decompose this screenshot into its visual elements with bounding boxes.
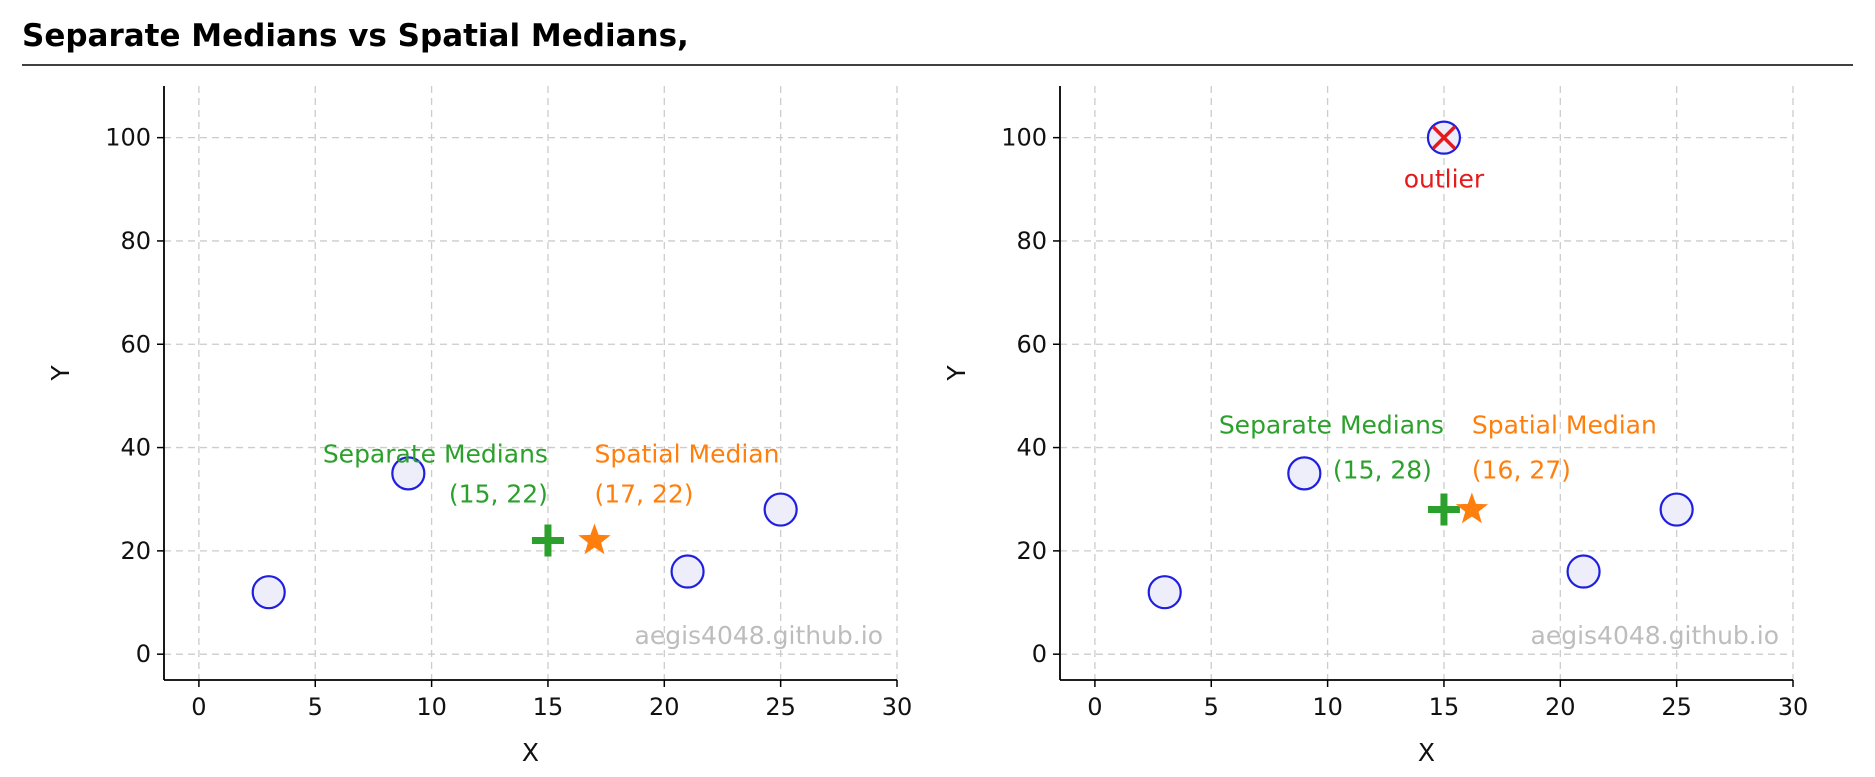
x-tick-label: 0 (191, 693, 206, 721)
data-point (1659, 492, 1694, 527)
x-tick-label: 20 (649, 693, 680, 721)
figure-title: Separate Medians vs Spatial Medians, (22, 18, 689, 54)
outlier-label: outlier (1404, 165, 1485, 194)
y-tick-label: 0 (136, 640, 151, 668)
data-point (1147, 575, 1182, 610)
x-tick-label: 5 (308, 693, 323, 721)
separate-median-coords: (15, 22) (449, 480, 548, 509)
separate-median-label: Separate Medians (323, 440, 548, 469)
x-tick-label: 15 (533, 693, 564, 721)
data-point (251, 575, 286, 610)
outlier-x-marker (1431, 125, 1457, 150)
y-axis-label: Y (46, 365, 75, 382)
y-axis-label: Y (942, 365, 971, 382)
spatial-median-label: Spatial Median (1472, 411, 1657, 440)
watermark-text: aegis4048.github.io (1531, 621, 1779, 650)
y-tick-label: 0 (1032, 640, 1047, 668)
right-chart-panel: 0 5 10 15 20 25 30 0 20 40 60 80 100 X Yaegis4048.gith… (942, 86, 1808, 767)
y-tick-label: 20 (120, 537, 151, 565)
spatial-median-coords: (16, 27) (1472, 456, 1571, 485)
x-tick-label: 15 (1429, 693, 1460, 721)
watermark-text: aegis4048.github.io (635, 621, 883, 650)
separate-median-marker (1427, 493, 1460, 526)
x-tick-label: 0 (1087, 693, 1102, 721)
x-tick-label: 30 (882, 693, 913, 721)
data-point (1566, 554, 1601, 589)
spatial-median-marker (1455, 492, 1489, 524)
x-tick-label: 10 (416, 693, 447, 721)
y-tick-label: 40 (120, 434, 151, 462)
spatial-median-marker (578, 523, 611, 555)
x-tick-label: 30 (1778, 693, 1809, 721)
y-tick-label: 80 (1016, 227, 1047, 255)
x-axis-label: X (1418, 738, 1435, 767)
y-tick-label: 100 (105, 124, 151, 152)
separate-median-coords: (15, 28) (1333, 456, 1432, 485)
spatial-median-coords: (17, 22) (594, 480, 693, 509)
separate-median-label: Separate Medians (1219, 411, 1444, 440)
x-tick-label: 10 (1312, 693, 1343, 721)
y-tick-label: 100 (1001, 124, 1047, 152)
data-point (391, 456, 426, 491)
separate-median-marker (531, 524, 564, 557)
x-tick-label: 25 (1661, 693, 1692, 721)
x-tick-label: 5 (1204, 693, 1219, 721)
left-chart-panel: 0 5 10 15 20 25 30 0 20 40 60 80 100 X Yaegis4048.gith… (46, 86, 912, 767)
data-point (1287, 456, 1322, 491)
y-tick-label: 60 (120, 330, 151, 358)
y-tick-label: 60 (1016, 330, 1047, 358)
data-point (670, 554, 705, 589)
y-tick-label: 40 (1016, 434, 1047, 462)
spatial-median-label: Spatial Median (594, 440, 779, 469)
y-tick-label: 20 (1016, 537, 1047, 565)
x-tick-label: 20 (1545, 693, 1576, 721)
x-axis-label: X (522, 738, 539, 767)
y-tick-label: 80 (120, 227, 151, 255)
data-point (763, 492, 798, 527)
x-tick-label: 25 (765, 693, 796, 721)
